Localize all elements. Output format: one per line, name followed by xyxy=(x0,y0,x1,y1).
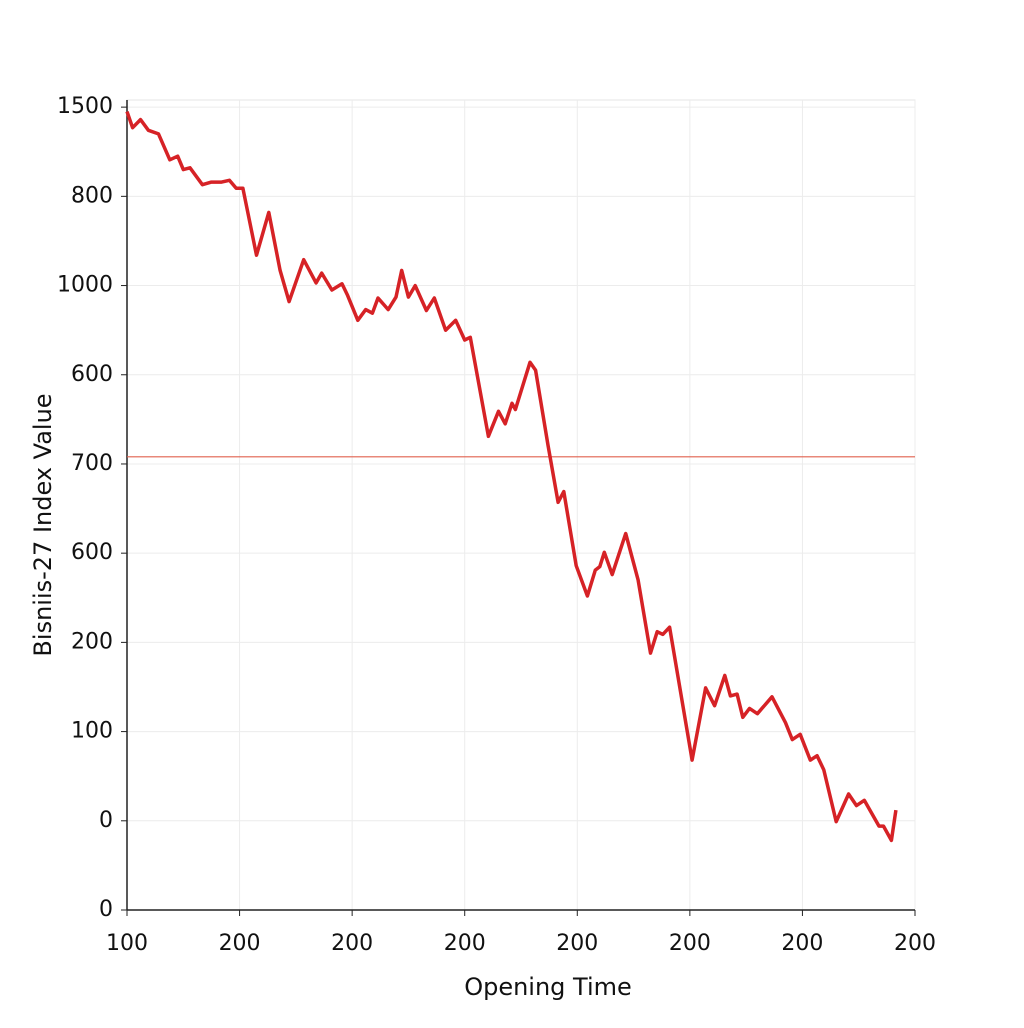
y-tick-label: 1500 xyxy=(57,94,113,119)
x-tick-label: 200 xyxy=(669,931,711,956)
x-tick-label: 200 xyxy=(894,931,936,956)
x-tick-label: 200 xyxy=(781,931,823,956)
x-tick-label: 200 xyxy=(331,931,373,956)
y-tick-label: 100 xyxy=(71,719,113,744)
x-tick-label: 200 xyxy=(556,931,598,956)
x-tick-label: 100 xyxy=(106,931,148,956)
plot-frame xyxy=(126,99,916,911)
x-tick-label: 200 xyxy=(219,931,261,956)
x-axis-label: Opening Time xyxy=(464,973,632,1001)
y-tick-label: 0 xyxy=(99,808,113,833)
y-tick-label: 800 xyxy=(71,183,113,208)
y-tick-label: 700 xyxy=(71,451,113,476)
y-tick-label: 600 xyxy=(71,362,113,387)
y-tick-label: 0 xyxy=(99,897,113,922)
data-line xyxy=(125,111,898,843)
y-tick-label: 1000 xyxy=(57,273,113,298)
y-tick-label: 600 xyxy=(71,540,113,565)
y-tick-label: 200 xyxy=(71,629,113,654)
x-tick-label: 200 xyxy=(444,931,486,956)
y-axis-label: Bisniis-27 Index Value xyxy=(29,393,57,656)
